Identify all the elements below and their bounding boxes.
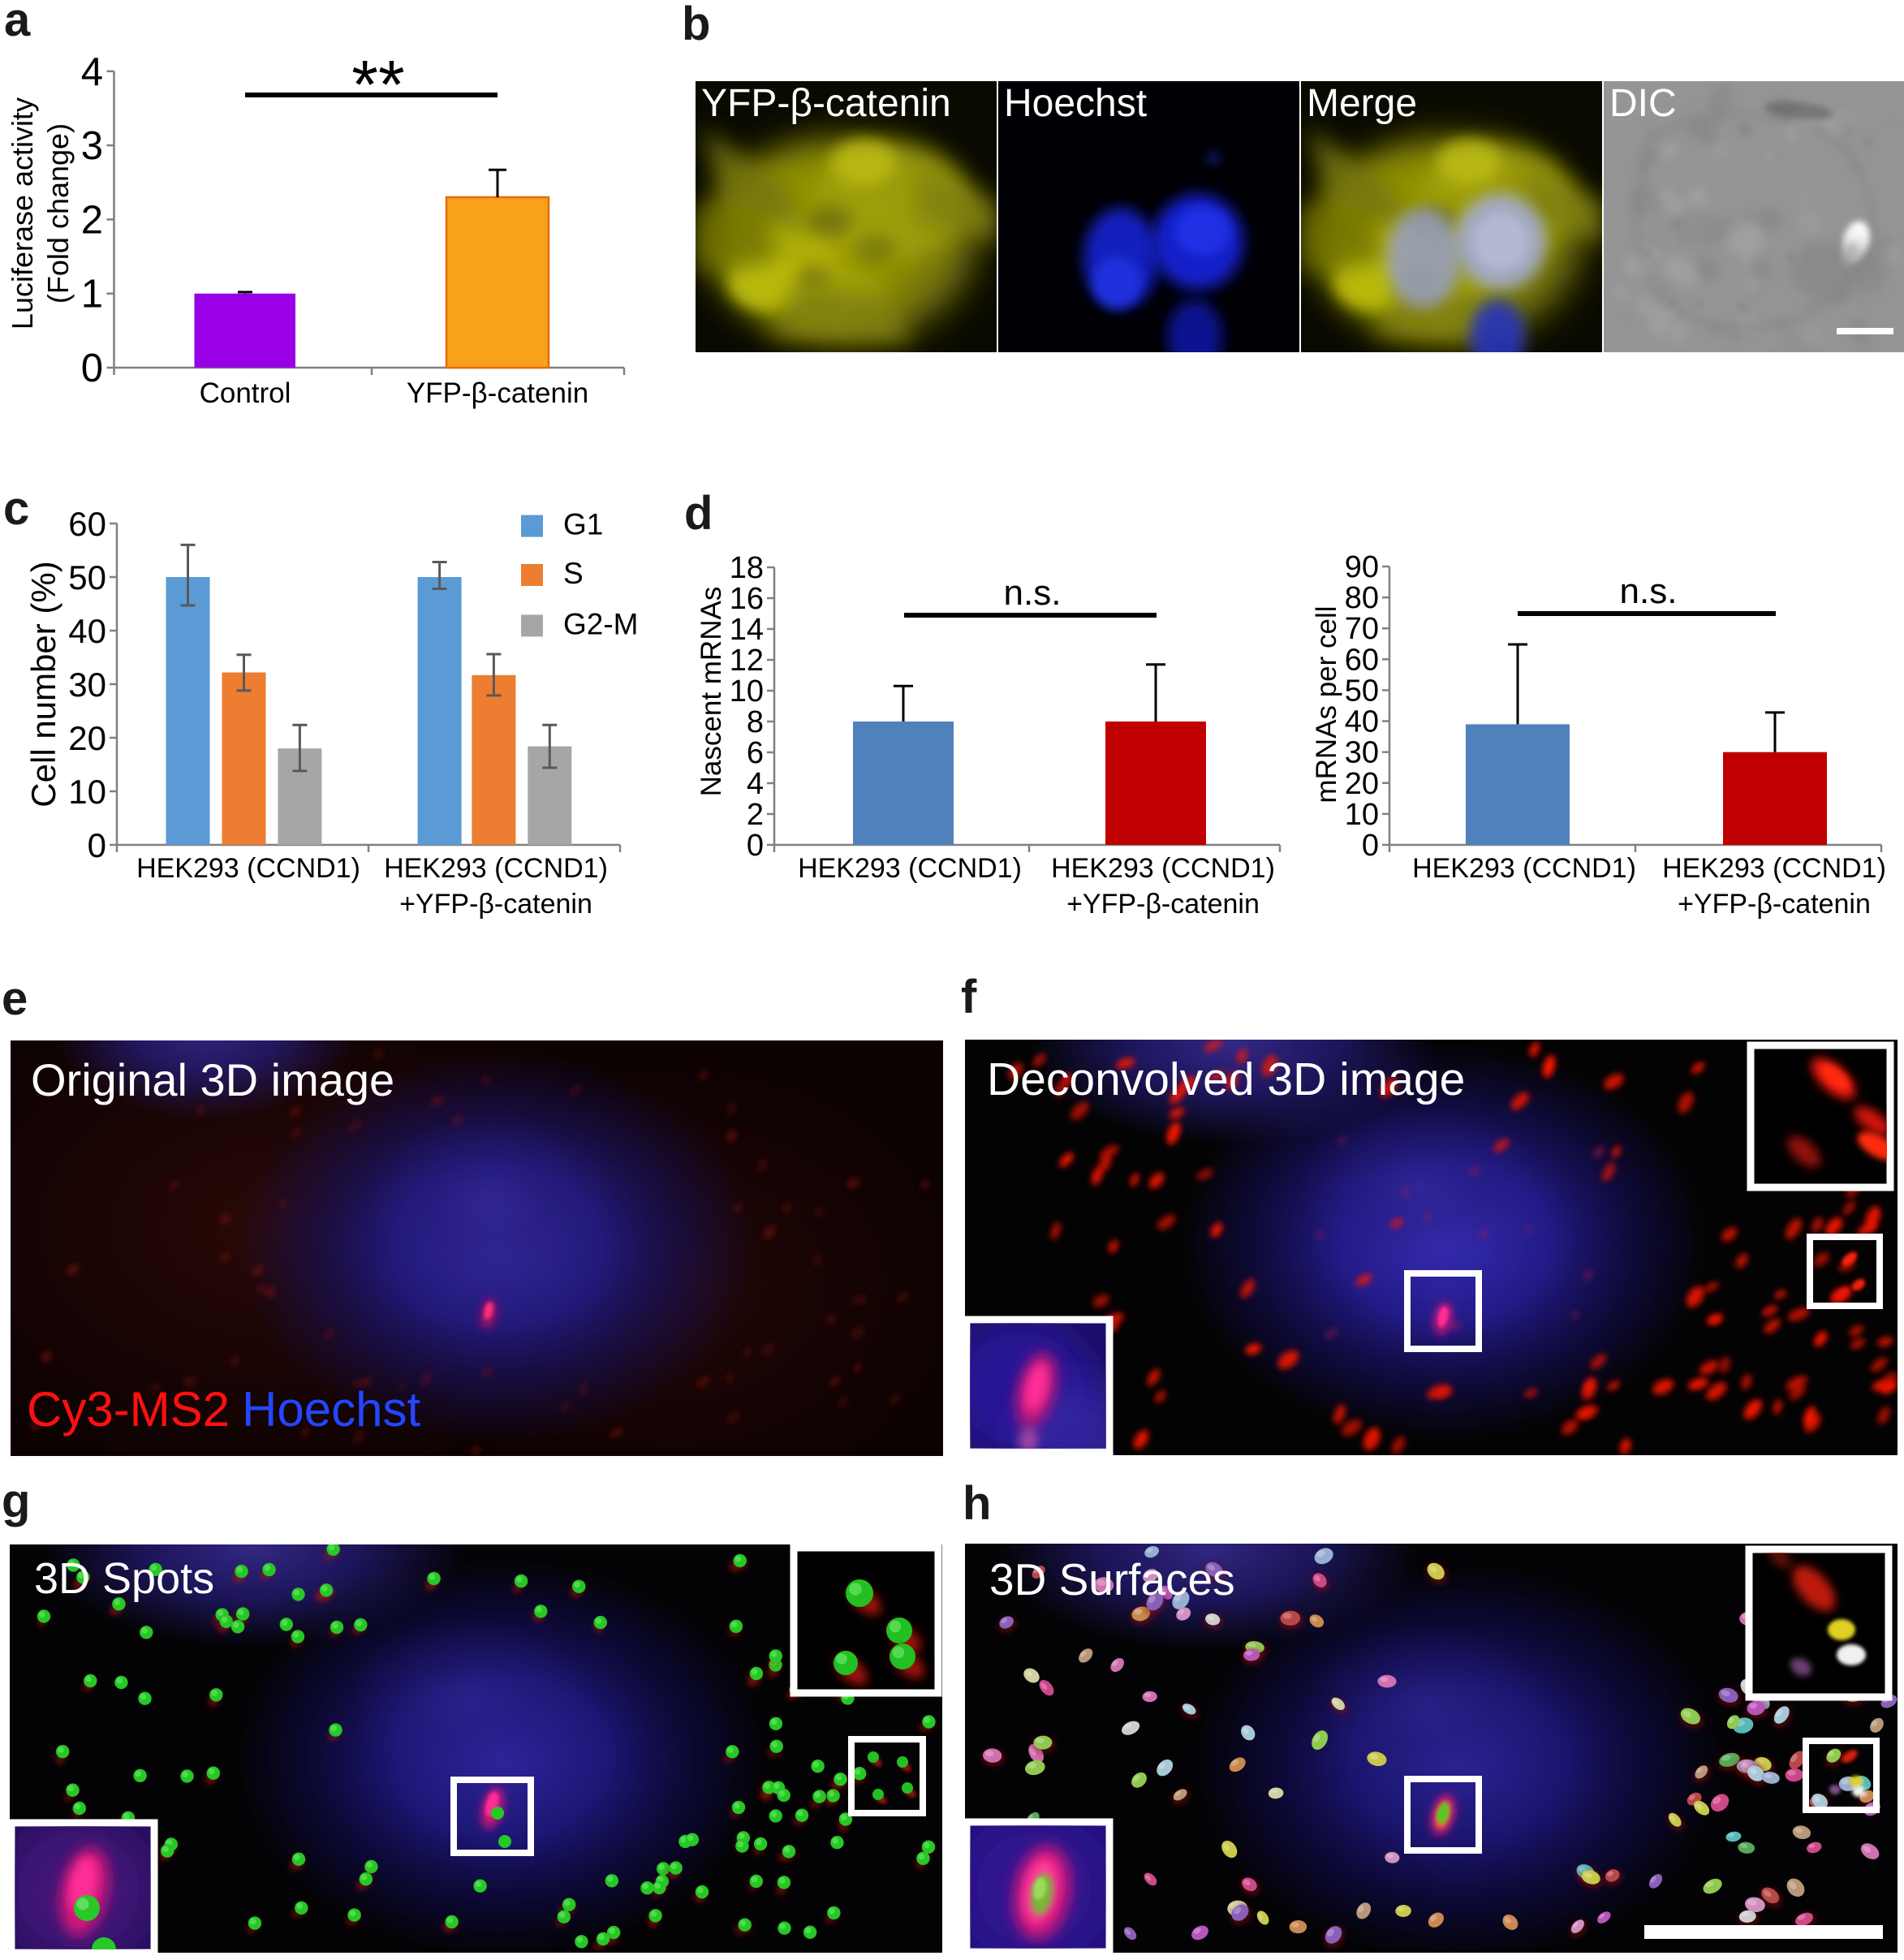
svg-text:HEK293 (CCND1): HEK293 (CCND1): [1412, 853, 1636, 884]
svg-text:2: 2: [747, 798, 764, 832]
svg-text:HEK293 (CCND1): HEK293 (CCND1): [136, 853, 360, 884]
svg-text:Control: Control: [200, 377, 291, 409]
svg-text:50: 50: [1345, 674, 1379, 708]
svg-text:YFP-β-catenin: YFP-β-catenin: [701, 82, 951, 125]
svg-text:DIC: DIC: [1609, 82, 1677, 125]
svg-text:60: 60: [68, 505, 106, 543]
svg-text:Deconvolved 3D image: Deconvolved 3D image: [987, 1053, 1465, 1105]
svg-text:60: 60: [1345, 643, 1379, 677]
svg-text:+YFP-β-catenin: +YFP-β-catenin: [1066, 889, 1260, 920]
svg-text:n.s.: n.s.: [1004, 573, 1062, 613]
svg-text:YFP-β-catenin: YFP-β-catenin: [407, 377, 588, 409]
svg-text:18: 18: [730, 551, 764, 585]
svg-text:90: 90: [1345, 550, 1379, 584]
svg-text:1: 1: [81, 273, 103, 317]
svg-text:+YFP-β-catenin: +YFP-β-catenin: [1678, 889, 1871, 920]
svg-text:50: 50: [68, 558, 106, 597]
svg-text:20: 20: [1345, 767, 1379, 801]
svg-text:70: 70: [1345, 612, 1379, 646]
svg-text:3: 3: [81, 124, 103, 168]
svg-text:**: **: [351, 46, 404, 123]
svg-text:10: 10: [68, 773, 106, 811]
svg-text:HEK293 (CCND1): HEK293 (CCND1): [798, 853, 1022, 884]
svg-text:3D Surfaces: 3D Surfaces: [989, 1554, 1235, 1605]
svg-text:Cy3-MS2: Cy3-MS2: [27, 1382, 230, 1437]
svg-text:+YFP-β-catenin: +YFP-β-catenin: [399, 889, 592, 920]
svg-text:0: 0: [88, 826, 106, 864]
svg-text:e: e: [2, 972, 28, 1025]
svg-text:2: 2: [81, 198, 103, 242]
svg-text:d: d: [684, 487, 713, 540]
svg-text:80: 80: [1345, 581, 1379, 615]
svg-text:G2-M: G2-M: [563, 607, 639, 640]
svg-text:n.s.: n.s.: [1620, 571, 1678, 611]
svg-text:0: 0: [747, 829, 764, 863]
svg-text:10: 10: [730, 674, 764, 709]
svg-text:Merge: Merge: [1307, 82, 1417, 125]
svg-text:g: g: [2, 1475, 30, 1527]
svg-text:HEK293 (CCND1): HEK293 (CCND1): [384, 853, 608, 884]
svg-text:a: a: [4, 0, 31, 46]
svg-text:6: 6: [747, 736, 764, 770]
svg-text:14: 14: [730, 613, 764, 647]
svg-text:12: 12: [730, 644, 764, 678]
svg-text:40: 40: [1345, 705, 1379, 739]
svg-text:HEK293 (CCND1): HEK293 (CCND1): [1051, 853, 1275, 884]
svg-text:Hoechst: Hoechst: [1004, 82, 1147, 125]
svg-text:c: c: [3, 482, 29, 535]
svg-text:10: 10: [1345, 798, 1379, 832]
svg-text:4: 4: [747, 767, 764, 801]
svg-text:Nascent mRNAs: Nascent mRNAs: [696, 587, 727, 797]
svg-text:Luciferase activity: Luciferase activity: [6, 97, 39, 330]
svg-text:8: 8: [747, 705, 764, 739]
svg-text:Hoechst: Hoechst: [242, 1382, 420, 1437]
svg-text:S: S: [563, 557, 584, 590]
svg-text:16: 16: [730, 582, 764, 616]
svg-text:b: b: [682, 0, 710, 50]
svg-text:30: 30: [68, 666, 106, 704]
svg-text:0: 0: [81, 347, 103, 390]
svg-text:h: h: [963, 1477, 991, 1530]
svg-text:40: 40: [68, 612, 106, 650]
svg-text:30: 30: [1345, 736, 1379, 770]
svg-text:20: 20: [68, 719, 106, 757]
svg-text:mRNAs per cell: mRNAs per cell: [1311, 605, 1342, 803]
svg-text:0: 0: [1362, 829, 1379, 863]
svg-text:(Fold change): (Fold change): [41, 123, 75, 304]
svg-text:G1: G1: [563, 508, 603, 541]
svg-text:f: f: [961, 971, 977, 1023]
svg-text:4: 4: [81, 50, 103, 94]
svg-text:HEK293 (CCND1): HEK293 (CCND1): [1662, 853, 1886, 884]
svg-text:Cell number (%): Cell number (%): [24, 561, 62, 807]
svg-text:3D Spots: 3D Spots: [34, 1554, 214, 1603]
svg-text:Original 3D image: Original 3D image: [31, 1054, 394, 1105]
